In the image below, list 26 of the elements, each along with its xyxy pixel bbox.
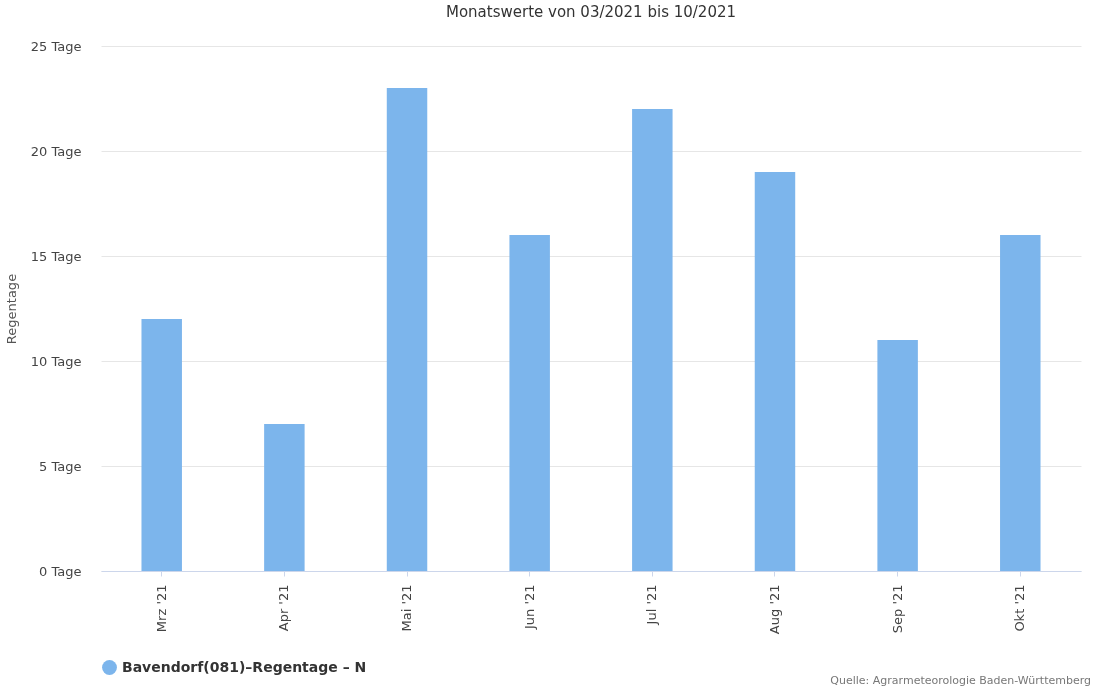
x-tick-label: Apr '21 <box>276 584 292 632</box>
chart-title: Monatswerte von 03/2021 bis 10/2021 <box>445 3 737 21</box>
bar <box>141 319 182 571</box>
source-note: Quelle: Agrarmeteorologie Baden-Württemberg <box>830 674 1091 687</box>
y-tick-label: 25 Tage <box>30 38 82 54</box>
y-tick-label: 20 Tage <box>30 143 82 159</box>
x-tick-label: Jul '21 <box>644 584 660 626</box>
x-tick-label: Okt '21 <box>1012 584 1028 632</box>
legend-label: Bavendorf(081)–Regentage – N <box>122 658 367 675</box>
x-tick-label: Aug '21 <box>766 584 782 635</box>
x-tick-label: Mai '21 <box>399 584 415 632</box>
bar <box>877 340 918 571</box>
bar <box>632 109 673 571</box>
bar <box>264 424 305 571</box>
y-tick-label: 15 Tage <box>30 248 82 264</box>
y-tick-label: 0 Tage <box>39 563 82 579</box>
x-tick-label: Jun '21 <box>521 584 537 631</box>
y-tick-label: 10 Tage <box>30 353 82 369</box>
bar <box>509 235 550 571</box>
x-tick-label: Mrz '21 <box>153 584 169 633</box>
x-tick-label: Sep '21 <box>889 584 905 634</box>
bar <box>754 172 796 571</box>
y-axis-title: Regentage <box>3 273 19 345</box>
y-tick-label: 5 Tage <box>39 458 82 474</box>
bar <box>386 88 428 571</box>
bar <box>1000 235 1041 571</box>
